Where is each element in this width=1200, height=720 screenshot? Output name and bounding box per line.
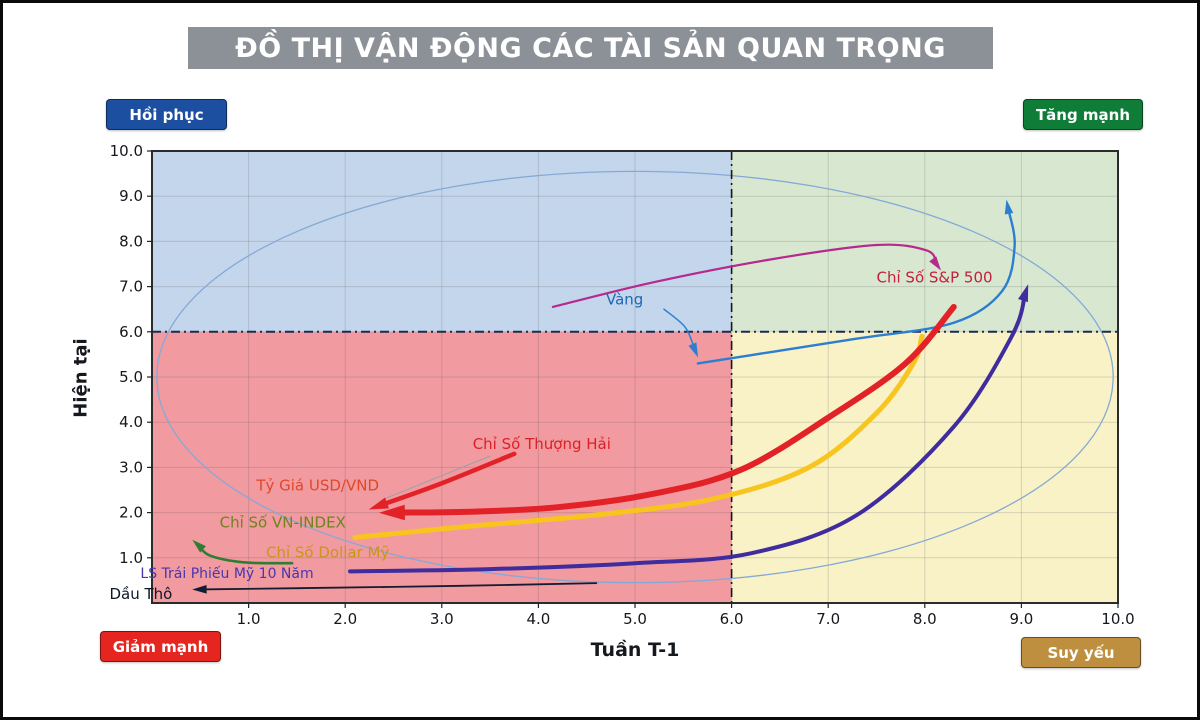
arrowhead-sp500: [929, 256, 942, 271]
series-label-7: Dầu Thô: [109, 585, 172, 603]
arrowhead-bond10y: [1018, 284, 1029, 303]
quadrant-label-strong-up: Tăng mạnh: [1023, 99, 1143, 130]
trail-shanghai: [376, 451, 517, 509]
y-tick-label: 5.0: [119, 368, 143, 386]
trail-bond10y: [348, 291, 1028, 574]
x-tick-label: 5.0: [623, 610, 647, 628]
y-tick-label: 7.0: [119, 278, 143, 296]
x-tick-label: 9.0: [1009, 610, 1033, 628]
quadrant-bottom-right: [731, 331, 1118, 603]
quadrant-top-right: [731, 151, 1118, 332]
y-tick-label: 1.0: [119, 549, 143, 567]
x-tick-label: 8.0: [913, 610, 937, 628]
quadrant-label-recovery: Hồi phục: [106, 99, 227, 130]
series-label-4: Chỉ Số VN-INDEX: [220, 514, 346, 532]
quadrant-top-left: [152, 151, 732, 332]
series-label-0: Vàng: [606, 290, 643, 308]
arrowhead-usdvnd: [378, 504, 405, 521]
arrowhead-vnindex: [192, 539, 206, 553]
trail-sp500: [551, 243, 938, 309]
x-tick-label: 6.0: [720, 610, 744, 628]
y-tick-label: 6.0: [119, 323, 143, 341]
y-tick-label: 2.0: [119, 504, 143, 522]
y-tick-label: 4.0: [119, 413, 143, 431]
y-tick-label: 10.0: [110, 142, 143, 160]
x-tick-label: 3.0: [430, 610, 454, 628]
quadrant-label-strong-down: Giảm mạnh: [100, 631, 221, 662]
series-label-6: LS Trái Phiếu Mỹ 10 Năm: [140, 565, 313, 582]
x-axis-title: Tuần T-1: [590, 639, 680, 661]
chart-title: ĐỒ THỊ VẬN ĐỘNG CÁC TÀI SẢN QUAN TRỌNG: [235, 32, 946, 64]
chart-title-bar: ĐỒ THỊ VẬN ĐỘNG CÁC TÀI SẢN QUAN TRỌNG: [188, 27, 993, 69]
x-tick-label: 4.0: [526, 610, 550, 628]
series-label-5: Chỉ Số Dollar Mỹ: [266, 543, 390, 561]
y-tick-label: 8.0: [119, 232, 143, 250]
trail-usdvnd: [390, 303, 957, 516]
trail-dollar: [352, 333, 925, 540]
quadrant-bottom-left: [152, 331, 732, 603]
trend-ellipse: [156, 170, 1114, 584]
series-label-3: Tỷ Giá USD/VND: [255, 476, 379, 494]
y-axis-title: Hiện tại: [70, 338, 92, 418]
series-label-1: Chỉ Số S&P 500: [877, 269, 993, 287]
y-tick-label: 9.0: [119, 187, 143, 205]
x-tick-label: 10.0: [1101, 610, 1134, 628]
series-label-2: Chỉ Số Thượng Hải: [473, 435, 611, 453]
y-tick-label: 3.0: [119, 458, 143, 476]
chart-canvas: 1.0 2.0 3.0 4.0 5.0 6.0 7.0 8.0 9.0 10.0 1.0 2.0 3.0…: [109, 142, 1134, 628]
x-tick-label: 1.0: [237, 610, 261, 628]
arrowhead-vang: [1004, 199, 1014, 215]
arrowhead-dautho: [192, 585, 207, 594]
x-tick-label: 7.0: [816, 610, 840, 628]
quadrant-label-weakening: Suy yếu: [1021, 637, 1141, 668]
x-tick-label: 2.0: [333, 610, 357, 628]
arrowhead-vang-leader: [688, 342, 699, 358]
trail-dautho: [199, 582, 598, 591]
arrowhead-shanghai: [368, 497, 389, 510]
trail-shanghai-leader: [383, 455, 491, 500]
